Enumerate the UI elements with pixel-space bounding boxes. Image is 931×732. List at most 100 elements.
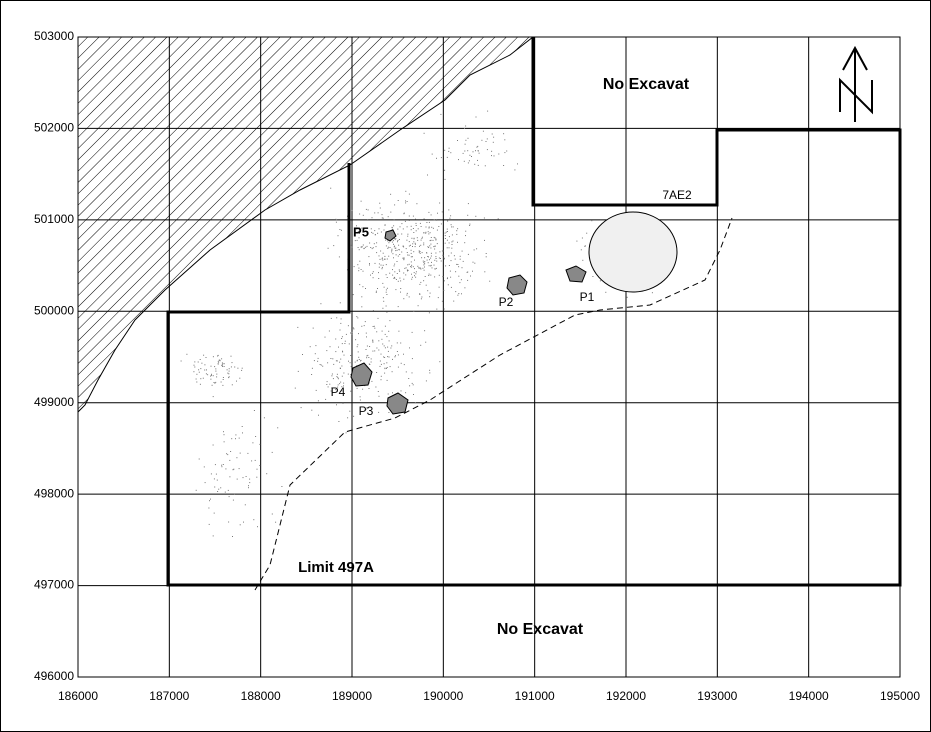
dot xyxy=(457,140,458,141)
dot xyxy=(411,256,413,258)
dot xyxy=(436,229,438,231)
dot xyxy=(403,278,405,280)
dot xyxy=(467,214,469,216)
dot xyxy=(244,504,246,506)
dot xyxy=(266,473,268,475)
dot xyxy=(445,265,447,267)
dot xyxy=(408,263,410,265)
dot xyxy=(327,247,329,249)
dot xyxy=(319,364,321,365)
dot xyxy=(423,269,425,271)
dot xyxy=(281,486,283,487)
dot xyxy=(434,248,436,250)
dot xyxy=(340,322,342,324)
dot xyxy=(349,410,351,412)
dot xyxy=(408,296,410,298)
dot xyxy=(345,432,347,434)
dot xyxy=(374,262,376,264)
dot xyxy=(390,211,392,213)
dot xyxy=(384,367,386,369)
dot xyxy=(213,512,215,514)
dot xyxy=(205,373,207,375)
dot xyxy=(483,217,485,219)
dot xyxy=(333,363,335,365)
dot xyxy=(406,294,408,296)
dot xyxy=(405,267,407,269)
annotation: Limit 497A xyxy=(298,559,374,576)
dot xyxy=(368,382,370,384)
dot xyxy=(416,237,418,239)
dot xyxy=(626,296,628,298)
dot xyxy=(387,393,389,395)
dot xyxy=(411,372,413,374)
dot xyxy=(330,390,332,392)
dot xyxy=(331,375,333,377)
dot xyxy=(395,254,397,256)
dot xyxy=(311,367,313,369)
dot xyxy=(365,332,367,334)
dot xyxy=(405,392,407,394)
dot xyxy=(419,293,421,295)
dot xyxy=(487,110,489,112)
dot xyxy=(386,277,388,278)
dot xyxy=(335,360,337,362)
dot xyxy=(369,264,370,266)
dot xyxy=(336,360,338,362)
dot xyxy=(359,396,361,398)
x-tick-label: 193000 xyxy=(697,689,737,703)
dot xyxy=(412,246,413,247)
dot xyxy=(212,356,214,358)
dot xyxy=(257,526,258,528)
dot xyxy=(275,521,277,523)
dot xyxy=(212,396,214,398)
dot xyxy=(424,261,426,263)
dot xyxy=(425,341,427,343)
dot xyxy=(408,378,410,379)
dot xyxy=(271,513,273,515)
dot xyxy=(245,476,247,477)
dot xyxy=(358,270,360,272)
dot xyxy=(344,340,346,342)
dot xyxy=(410,252,412,254)
dot xyxy=(414,242,416,244)
dot xyxy=(354,240,356,242)
dot xyxy=(380,231,382,233)
dot xyxy=(367,219,369,221)
dot xyxy=(365,208,367,210)
dot xyxy=(462,152,464,154)
dot xyxy=(363,325,365,327)
y-tick-label: 500000 xyxy=(34,303,74,317)
dot xyxy=(342,402,344,404)
dot xyxy=(435,258,437,259)
dot xyxy=(386,336,388,338)
dot xyxy=(221,364,223,366)
dot xyxy=(417,305,419,307)
dot xyxy=(343,385,344,387)
dot xyxy=(402,257,404,259)
dot xyxy=(397,233,399,235)
dot xyxy=(404,267,406,269)
dot xyxy=(214,464,216,466)
dot xyxy=(227,489,229,491)
dot xyxy=(423,264,425,266)
dot xyxy=(444,238,446,239)
dot xyxy=(222,377,224,378)
dot xyxy=(380,375,382,377)
dot xyxy=(221,466,223,468)
dot xyxy=(439,202,441,204)
dot xyxy=(367,354,369,356)
dot xyxy=(580,249,582,251)
dot xyxy=(322,365,324,367)
dot xyxy=(432,227,434,229)
dot xyxy=(581,237,583,239)
dot xyxy=(415,273,417,275)
dot xyxy=(216,479,218,481)
dot xyxy=(491,150,493,152)
dot xyxy=(403,272,405,274)
dot xyxy=(345,333,347,335)
dot xyxy=(442,254,444,256)
dot xyxy=(364,321,366,323)
dot xyxy=(491,155,492,157)
dot xyxy=(374,234,376,236)
